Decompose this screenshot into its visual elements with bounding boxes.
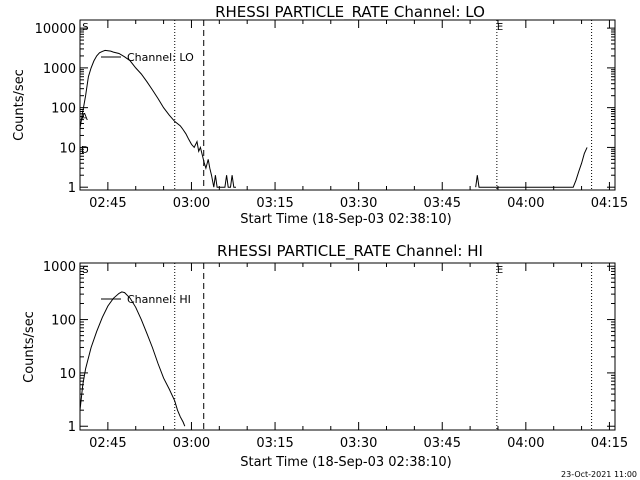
y-axis-label: Counts/sec [12, 69, 27, 141]
marker-label: E [497, 265, 503, 276]
series-line [475, 147, 588, 188]
x-axis-label: Start Time (18-Sep-03 02:38:10) [240, 212, 451, 227]
y-tick-label: 10 [59, 367, 76, 382]
y-tick-label: 100 [51, 314, 76, 329]
x-tick-label: 03:15 [256, 196, 293, 211]
y-tick-label: 100 [51, 102, 76, 117]
legend-label: Channel: HI [127, 293, 191, 306]
plot-marks: 02:45 03:00 03:15 03:30 03:45 04:00 04:15 1 10 10… [35, 20, 628, 211]
side-mark-a: A [81, 112, 88, 123]
side-mark-d: D [81, 145, 89, 156]
y-tick-label: 1000 [43, 260, 76, 275]
chart-title: RHESSI PARTICLE_RATE Channel: LO [215, 3, 485, 22]
x-tick-label: 03:30 [340, 436, 377, 451]
plot-frame [79, 262, 616, 431]
y-tick-label: 1 [68, 420, 76, 435]
x-tick-label: 03:00 [173, 196, 210, 211]
y-tick-label: 10000 [35, 22, 76, 37]
footer-timestamp: 23-Oct-2021 11:00 [561, 470, 637, 479]
marker-label: S [82, 265, 88, 276]
x-tick-label: 03:00 [173, 436, 210, 451]
x-tick-label: 02:45 [89, 196, 126, 211]
x-tick-label: 03:45 [424, 436, 461, 451]
x-tick-label: 03:15 [256, 436, 293, 451]
y-tick-label: 1 [68, 181, 76, 196]
x-axis-label: Start Time (18-Sep-03 02:38:10) [240, 455, 451, 470]
legend-label: Channel: LO [127, 51, 194, 64]
y-tick-label: 10 [59, 141, 76, 156]
x-tick-label: 03:45 [424, 196, 461, 211]
y-tick-label: 1000 [43, 62, 76, 77]
x-tick-label: 02:45 [89, 436, 126, 451]
x-tick-label: 04:00 [507, 196, 544, 211]
plot-frame [79, 19, 616, 191]
panel-lo: RHESSI PARTICLE_RATE Channel: LO Start T… [12, 3, 628, 227]
series-line [79, 49, 236, 188]
x-tick-label: 04:15 [591, 196, 628, 211]
marker-label: E [497, 22, 503, 33]
series-line [79, 291, 186, 427]
x-tick-label: 04:15 [591, 436, 628, 451]
x-tick-label: 04:00 [507, 436, 544, 451]
x-tick-label: 03:30 [340, 196, 377, 211]
chart-title: RHESSI PARTICLE_RATE Channel: HI [217, 242, 483, 261]
panel-hi: RHESSI PARTICLE_RATE Channel: HI Start T… [22, 242, 628, 470]
plot-marks: 02:45 03:00 03:15 03:30 03:45 04:00 04:15 1 10 10… [43, 260, 628, 451]
y-axis-label: Counts/sec [22, 311, 37, 383]
marker-label: S [82, 22, 88, 33]
